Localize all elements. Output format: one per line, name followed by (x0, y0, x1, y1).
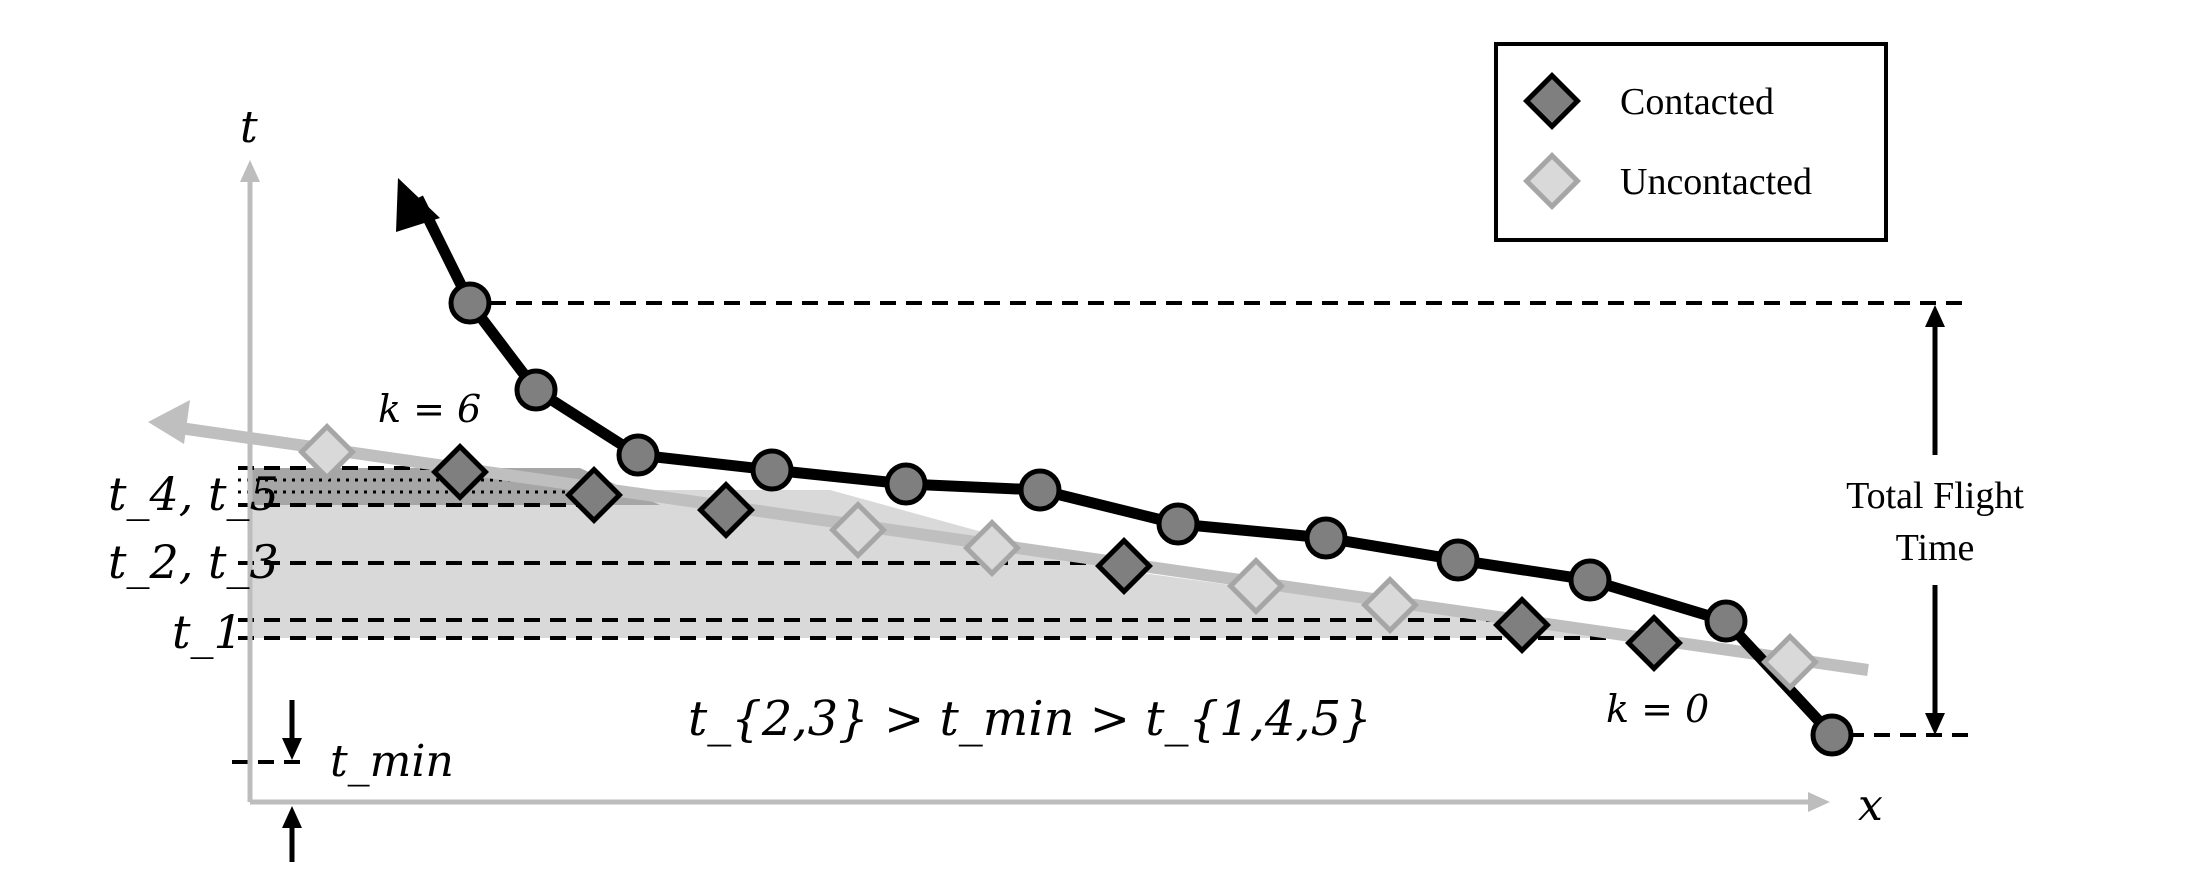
legend-box (1496, 44, 1886, 240)
t-axis-label: t (240, 102, 258, 153)
trajectory-point (619, 436, 657, 474)
total-flight-time-label-line2: Time (1896, 527, 1975, 569)
x-axis-arrow (1808, 792, 1830, 812)
k-start-label: k = 6 (378, 387, 481, 431)
tmin-label: t_min (330, 736, 454, 787)
legend-contacted-label: Contacted (1620, 81, 1774, 123)
total-flight-time-label-line1: Total Flight (1846, 475, 2024, 517)
t-axis-arrow (240, 160, 260, 182)
trajectory (396, 178, 1832, 735)
trajectory-point (1159, 505, 1197, 543)
trajectory-point (1813, 716, 1851, 754)
contacted-marker (1497, 600, 1548, 651)
ground-line-arrow (148, 400, 190, 444)
trajectory-point (1571, 561, 1609, 599)
trajectory-point (517, 371, 555, 409)
trajectory-point (1707, 602, 1745, 640)
tmin-down-arrow (282, 738, 302, 760)
contacted-marker (1629, 618, 1680, 669)
trajectory-point (887, 465, 925, 503)
trajectory-point (451, 284, 489, 322)
t1-label: t_1 (172, 605, 243, 659)
tmin-arrows (282, 700, 302, 862)
legend-uncontacted-label: Uncontacted (1620, 161, 1812, 203)
x-axis-label: x (1858, 780, 1883, 831)
t45-label: t_4, t_5 (108, 467, 279, 521)
trajectory-point (1439, 541, 1477, 579)
flight-time-down-arrow (1925, 713, 1945, 735)
uncontacted-marker (1765, 637, 1816, 688)
tmin-up-arrow (282, 806, 302, 828)
trajectory-point (1307, 519, 1345, 557)
inequality-label: t_{2,3} > t_min > t_{1,4,5} (688, 691, 1372, 747)
legend: Contacted Uncontacted (1496, 44, 1886, 240)
flight-time-up-arrow (1925, 305, 1945, 327)
trajectory-point (753, 451, 791, 489)
trajectory-point (1021, 471, 1059, 509)
k-end-label: k = 0 (1606, 687, 1709, 731)
flight-time-bracket (1925, 305, 1945, 735)
t23-label: t_2, t_3 (108, 535, 279, 589)
